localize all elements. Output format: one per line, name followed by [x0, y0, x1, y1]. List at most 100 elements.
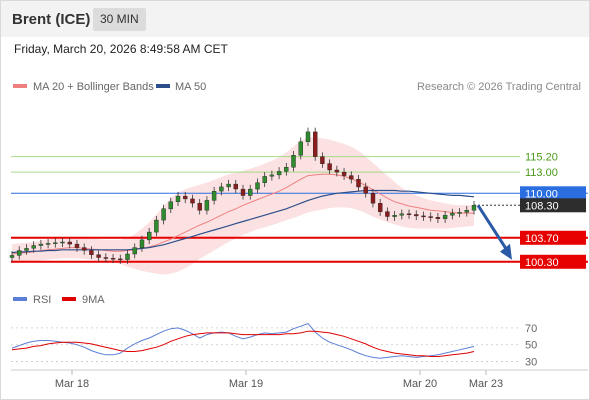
candle-body	[168, 201, 174, 210]
timeframe-button[interactable]: 30 MIN	[93, 8, 146, 31]
ma9-legend-swatch	[62, 297, 76, 301]
candle-body	[442, 214, 448, 219]
candle-body	[385, 211, 390, 217]
forecast-arrow-shaft	[476, 204, 510, 253]
candle-body	[421, 215, 426, 218]
candle-body	[154, 219, 159, 233]
candle-body	[190, 198, 195, 204]
candle-body	[161, 208, 166, 221]
candle-body	[31, 245, 36, 249]
candle-body	[110, 258, 116, 260]
level-tag-110.00	[520, 186, 586, 201]
candle-body	[233, 183, 239, 190]
candle-body	[262, 176, 267, 183]
candle-body	[435, 217, 441, 219]
candle-body	[428, 216, 433, 218]
x-tick-label: Mar 19	[229, 378, 263, 390]
candle-body	[132, 247, 137, 255]
candle-body	[89, 250, 94, 255]
candle-body	[175, 195, 181, 202]
candle-body	[457, 212, 462, 214]
candle-body	[118, 258, 123, 261]
ma50-legend-label: MA 50	[175, 81, 206, 93]
rsi-legend-swatch	[13, 297, 27, 301]
candle-body	[414, 214, 419, 217]
candle-body	[125, 253, 130, 260]
header-bar: Brent (ICE) 30 MIN	[1, 1, 589, 37]
ma50-legend-swatch	[156, 84, 170, 88]
candle-body	[96, 254, 101, 258]
level-tag-108.30	[520, 198, 586, 213]
candle-body	[204, 200, 210, 211]
candle-body	[183, 195, 188, 200]
candle-body	[219, 186, 224, 192]
candle-body	[298, 141, 303, 156]
candle-body	[103, 257, 109, 259]
ma50-line	[11, 189, 475, 254]
candle-body	[305, 131, 311, 142]
candle-body	[406, 213, 412, 216]
candle-body	[370, 193, 376, 204]
candle-body	[81, 247, 87, 251]
level-tag-103.70	[520, 230, 586, 245]
rsi-line	[11, 323, 475, 359]
rsi-tick-50: 50	[525, 340, 537, 352]
rsi-tick-30: 30	[525, 357, 537, 369]
candle-body	[240, 188, 246, 196]
x-tick-label: Mar 18	[55, 378, 89, 390]
candle-body	[450, 212, 455, 216]
level-label-115.20: 115.20	[525, 152, 558, 164]
rsi-legend-label: RSI	[33, 294, 51, 306]
candle-body	[38, 243, 44, 246]
candle-body	[363, 186, 368, 194]
candle-body	[60, 241, 65, 244]
candle-body	[226, 183, 231, 188]
candle-body	[284, 166, 289, 172]
copyright-text: Research © 2026 Trading Central	[417, 81, 581, 93]
rsi-tick-70: 70	[525, 323, 537, 335]
candle-body	[211, 190, 217, 201]
rsi-plot: 70 50 30	[11, 323, 537, 369]
candle-body	[464, 209, 469, 213]
instrument-title: Brent (ICE)	[12, 11, 91, 28]
candle-body	[67, 241, 73, 245]
x-tick-label: Mar 23	[469, 378, 503, 390]
candle-body	[255, 182, 260, 190]
level-label-110.00: 110.00	[525, 188, 558, 200]
candle-body	[53, 242, 58, 244]
candle-body	[327, 163, 332, 171]
level-label-100.30: 100.30	[525, 257, 559, 269]
candle-body	[17, 250, 22, 256]
candle-body	[399, 213, 404, 216]
candle-body	[341, 171, 347, 176]
timestamp: Friday, March 20, 2026 8:49:58 AM CET	[14, 42, 228, 56]
candle-body	[349, 175, 354, 180]
rsi-ma9-line	[11, 330, 475, 357]
candle-body	[24, 248, 29, 251]
x-tick-label: Mar 20	[403, 378, 437, 390]
level-label-103.70: 103.70	[525, 233, 559, 245]
candle-body	[146, 231, 152, 241]
candle-body	[291, 154, 296, 168]
candle-body	[378, 202, 383, 212]
level-tag-100.30	[520, 254, 586, 269]
candle-body	[392, 214, 397, 217]
candle-body	[334, 169, 340, 173]
forecast-arrow-head	[500, 243, 512, 260]
ma9-legend-label: 9MA	[82, 294, 105, 306]
candle-body	[45, 243, 51, 245]
level-label-113.00: 113.00	[525, 167, 558, 179]
candle-body	[356, 178, 361, 188]
level-label-108.30: 108.30	[525, 200, 559, 212]
ma20-legend-label: MA 20 + Bollinger Bands	[33, 81, 154, 93]
candle-body	[313, 131, 318, 157]
candle-body	[197, 202, 202, 211]
ma20-legend-swatch	[13, 84, 27, 88]
candle-body	[269, 174, 275, 177]
candle-body	[320, 156, 325, 164]
candle-body	[74, 243, 80, 248]
candle-body	[139, 239, 145, 248]
candle-body	[276, 171, 282, 176]
